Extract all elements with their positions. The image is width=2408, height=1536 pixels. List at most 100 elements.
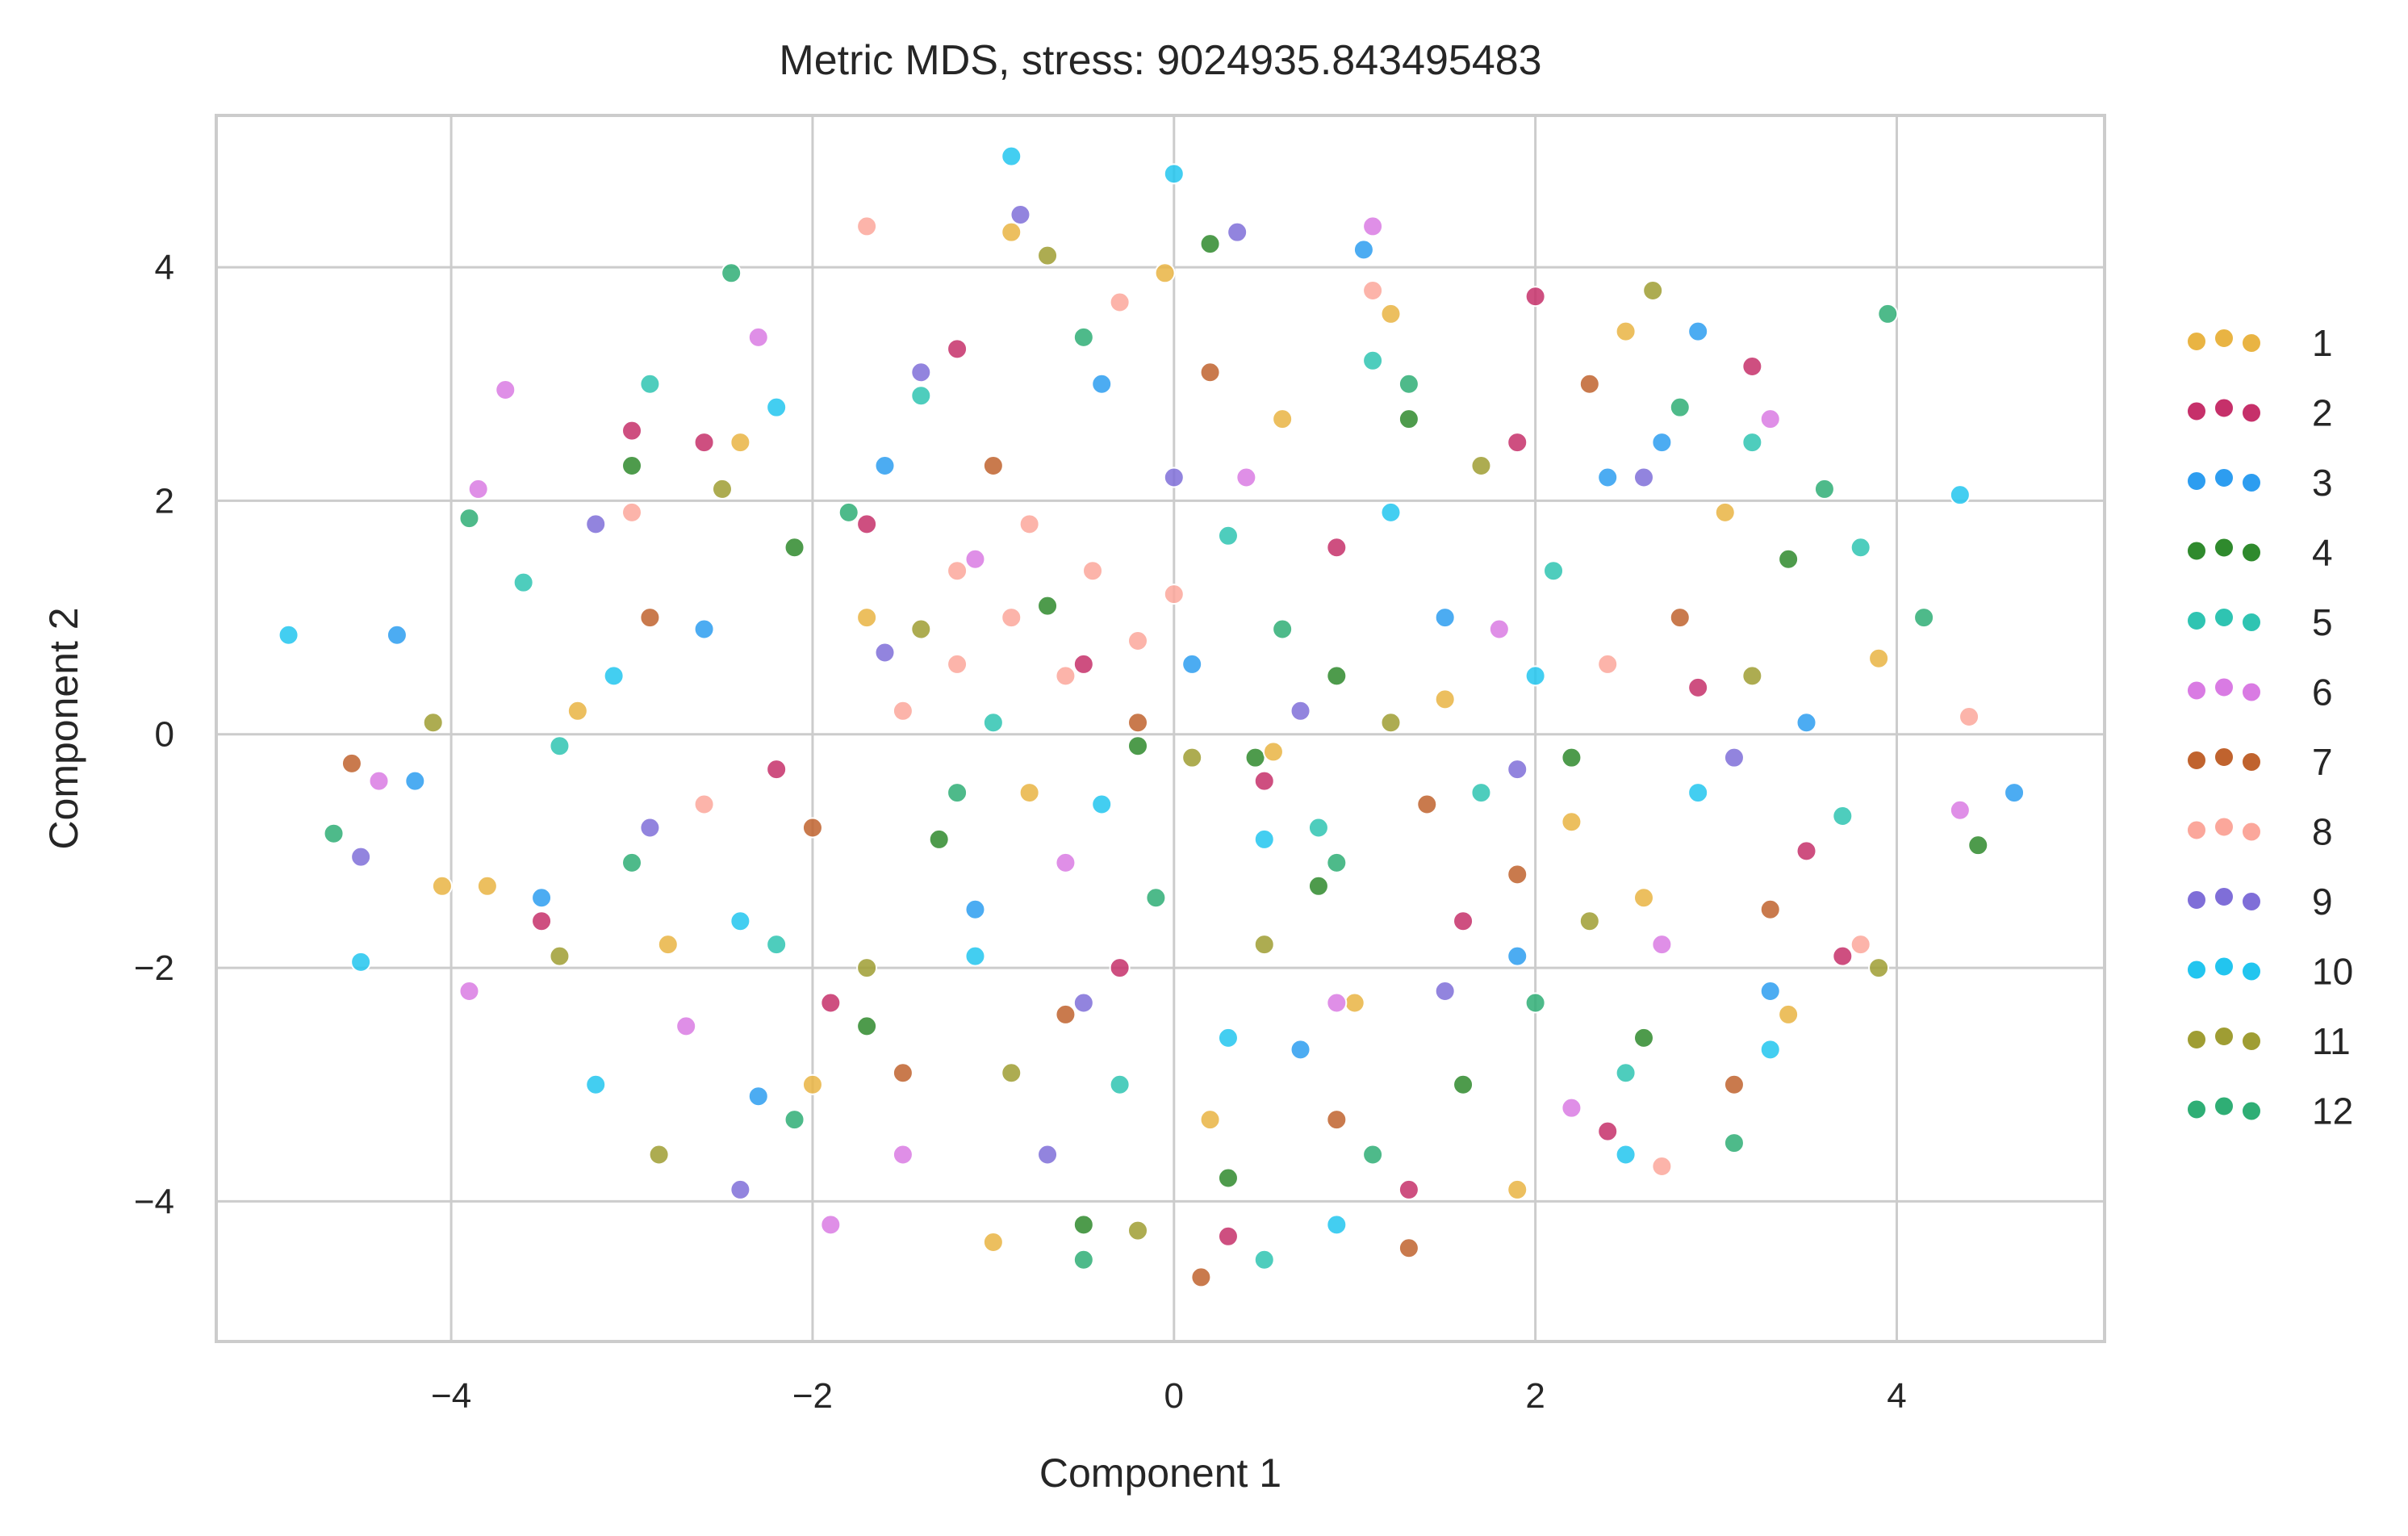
- scatter-point-series-12: [1723, 1132, 1745, 1154]
- scatter-point-series-3: [1651, 432, 1673, 454]
- scatter-point-series-5: [639, 373, 661, 395]
- scatter-point-series-6: [467, 478, 489, 500]
- scatter-point-series-2: [947, 338, 968, 360]
- scatter-point-series-7: [1190, 1266, 1212, 1288]
- scatter-point-series-5: [910, 385, 932, 407]
- legend-marker: [2241, 542, 2262, 563]
- scatter-point-series-4: [784, 537, 805, 559]
- y-tick-label: −2: [134, 948, 174, 988]
- scatter-point-series-3: [874, 455, 896, 476]
- scatter-point-series-1: [566, 700, 588, 722]
- legend-item-6: 6: [2186, 672, 2333, 714]
- scatter-point-series-7: [1398, 1237, 1419, 1259]
- scatter-point-series-8: [1055, 665, 1076, 687]
- scatter-point-series-9: [874, 642, 896, 663]
- scatter-point-series-4: [621, 455, 643, 476]
- scatter-point-series-8: [621, 501, 643, 523]
- scatter-point-series-9: [350, 846, 372, 868]
- scatter-point-series-3: [1597, 467, 1619, 488]
- legend-marker: [2241, 1100, 2262, 1122]
- scatter-point-series-9: [1434, 981, 1456, 1002]
- scatter-point-series-6: [1362, 216, 1384, 237]
- scatter-point-series-3: [1091, 373, 1113, 395]
- scatter-point-series-6: [747, 326, 769, 348]
- scatter-point-series-2: [1741, 356, 1763, 378]
- scatter-point-series-2: [766, 759, 788, 781]
- scatter-point-series-11: [856, 957, 878, 979]
- scatter-point-series-1: [1199, 1109, 1221, 1131]
- legend-marker: [2241, 402, 2262, 424]
- legend-label: 8: [2312, 811, 2333, 853]
- scatter-point-series-11: [711, 478, 733, 500]
- scatter-point-series-3: [1759, 981, 1781, 1002]
- scatter-point-series-9: [1072, 992, 1094, 1014]
- scatter-point-series-11: [910, 618, 932, 640]
- scatter-point-series-2: [1217, 1225, 1239, 1247]
- scatter-point-series-10: [350, 951, 372, 973]
- scatter-point-series-10: [1326, 1214, 1348, 1236]
- y-tick-label: 2: [155, 481, 174, 521]
- legend-marker: [2186, 959, 2207, 981]
- legend-marker: [2186, 819, 2207, 841]
- scatter-point-series-10: [1687, 782, 1709, 804]
- legend-marker: [2214, 467, 2235, 488]
- scatter-point-series-12: [1072, 1249, 1094, 1270]
- legend-marker: [2241, 612, 2262, 633]
- legend-label: 4: [2312, 532, 2333, 574]
- scatter-point-series-3: [404, 770, 426, 792]
- scatter-point-series-3: [386, 624, 408, 646]
- legend-item-2: 2: [2186, 392, 2333, 434]
- scatter-point-series-3: [693, 618, 715, 640]
- scatter-point-series-1: [476, 875, 498, 897]
- legend-marker: [2241, 821, 2262, 843]
- scatter-point-series-1: [1633, 887, 1654, 909]
- scatter-point-series-7: [341, 752, 362, 774]
- scatter-point-series-10: [585, 1074, 607, 1095]
- scatter-point-series-7: [1127, 712, 1149, 734]
- legend-marker: [2186, 1029, 2207, 1050]
- scatter-point-series-4: [1037, 595, 1059, 617]
- scatter-point-series-8: [1001, 607, 1022, 629]
- scatter-point-series-12: [947, 782, 968, 804]
- scatter-point-series-4: [1967, 835, 1989, 856]
- scatter-point-series-1: [1434, 688, 1456, 710]
- scatter-point-series-3: [2004, 782, 2025, 804]
- scatter-point-series-9: [1633, 467, 1654, 488]
- scatter-point-series-2: [1832, 945, 1854, 967]
- x-axis-label: Component 1: [1039, 1450, 1281, 1496]
- legend-label: 2: [2312, 392, 2333, 434]
- scatter-point-series-4: [856, 1015, 878, 1037]
- legend-marker: [2214, 956, 2235, 977]
- legend-marker: [2241, 961, 2262, 982]
- legend-marker: [2214, 328, 2235, 349]
- scatter-point-series-8: [1018, 513, 1040, 535]
- legend-item-3: 3: [2186, 462, 2333, 504]
- scatter-point-series-6: [1055, 852, 1076, 873]
- scatter-point-series-3: [1352, 239, 1374, 261]
- scatter-point-series-6: [1235, 467, 1257, 488]
- scatter-point-series-11: [1578, 910, 1600, 932]
- scatter-point-series-12: [721, 262, 742, 284]
- scatter-point-series-8: [892, 700, 913, 722]
- scatter-point-series-4: [1561, 747, 1582, 768]
- legend-marker: [2214, 607, 2235, 628]
- scatter-point-series-6: [1949, 799, 1971, 821]
- scatter-point-series-11: [648, 1144, 670, 1166]
- legend-label: 5: [2312, 601, 2333, 643]
- scatter-point-series-8: [1597, 653, 1619, 675]
- scatter-point-series-8: [1127, 630, 1149, 651]
- scatter-point-series-6: [458, 981, 480, 1002]
- scatter-point-series-7: [1759, 898, 1781, 920]
- scatter-point-series-11: [1253, 934, 1275, 956]
- scatter-point-series-7: [639, 607, 661, 629]
- scatter-point-series-1: [1154, 262, 1176, 284]
- scatter-point-series-10: [278, 624, 299, 646]
- legend-marker: [2241, 1031, 2262, 1052]
- scatter-point-series-11: [1001, 1062, 1022, 1084]
- legend-marker: [2214, 397, 2235, 419]
- scatter-point-series-2: [1253, 770, 1275, 792]
- legend-label: 11: [2312, 1020, 2351, 1062]
- legend-marker: [2214, 886, 2235, 907]
- scatter-point-series-9: [1037, 1144, 1059, 1166]
